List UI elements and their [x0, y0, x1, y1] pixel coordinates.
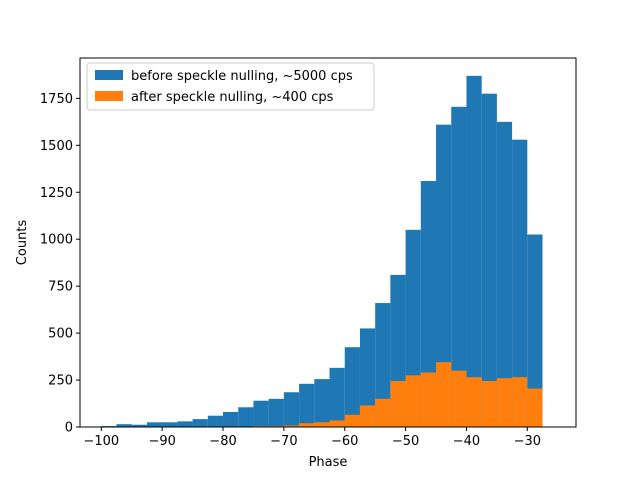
x-tick-label: −30	[514, 434, 541, 449]
x-tick-label: −80	[209, 434, 236, 449]
histogram-bar	[420, 181, 437, 427]
series-before-bars	[101, 75, 543, 428]
legend-swatch-after	[95, 91, 123, 101]
y-tick-label: 750	[48, 280, 73, 295]
legend-label-after: after speckle nulling, ~400 cps	[131, 90, 334, 105]
histogram-bar	[375, 303, 391, 427]
y-axis-label: Counts	[15, 220, 30, 266]
histogram-bar	[420, 372, 437, 427]
histogram-bar	[375, 398, 391, 427]
y-axis-ticks: 0 250 500 750 1000 1250 1500 1750	[40, 92, 80, 436]
legend-swatch-before	[95, 70, 123, 80]
x-tick-label: −50	[392, 434, 419, 449]
histogram-bar	[344, 347, 360, 427]
histogram-bar	[162, 422, 178, 427]
histogram-bar	[466, 377, 482, 427]
histogram-bar	[223, 411, 239, 427]
x-tick-label: −90	[148, 434, 175, 449]
histogram-bar	[390, 380, 406, 427]
plot-area-frame	[79, 57, 577, 428]
histogram-bar	[253, 400, 269, 427]
series-after-bars	[253, 362, 543, 427]
histogram-bar	[451, 370, 467, 427]
histogram-bar	[451, 106, 467, 427]
y-tick-label: 250	[48, 374, 73, 389]
histogram-bar	[496, 378, 513, 427]
y-tick-label: 1500	[40, 139, 73, 154]
legend-box	[86, 62, 375, 111]
x-axis-ticks: −100 −90 −80 −70 −60 −50 −40 −30	[83, 427, 541, 449]
histogram-bar	[527, 388, 543, 427]
histogram-bar	[496, 121, 513, 428]
histogram-bar	[344, 414, 360, 427]
legend: before speckle nulling, ~5000 cps after …	[86, 62, 375, 111]
histogram-bar	[116, 424, 132, 427]
x-tick-label: −60	[331, 434, 358, 449]
x-axis-label: Phase	[309, 455, 348, 470]
histogram-bar	[299, 383, 315, 427]
histogram-bar	[146, 422, 163, 427]
histogram-bar	[405, 375, 421, 427]
legend-label-before: before speckle nulling, ~5000 cps	[131, 69, 353, 84]
histogram-bar	[359, 328, 376, 427]
x-tick-label: −100	[83, 434, 119, 449]
y-tick-label: 1750	[40, 92, 73, 107]
histogram-bar	[299, 423, 315, 427]
histogram-bar	[238, 407, 254, 427]
histogram-bar	[283, 392, 300, 427]
histogram-bar	[314, 422, 330, 427]
histogram-bar	[177, 421, 193, 427]
histogram-bar	[359, 405, 376, 427]
y-tick-label: 500	[48, 327, 73, 342]
histogram-bar	[481, 380, 497, 427]
x-tick-label: −40	[453, 434, 480, 449]
histogram-bar	[436, 124, 452, 427]
histogram-bar	[207, 415, 224, 427]
histogram-bar	[481, 93, 497, 428]
y-tick-label: 1250	[40, 186, 73, 201]
y-tick-label: 0	[65, 421, 73, 436]
histogram-bar	[436, 362, 452, 427]
histogram-bar	[527, 234, 543, 427]
histogram-bar	[283, 425, 300, 427]
y-tick-label: 1000	[40, 233, 73, 248]
histogram-bar	[512, 139, 528, 428]
histogram-bar	[314, 379, 330, 427]
histogram-bar	[131, 424, 147, 427]
histogram-bar	[466, 75, 482, 427]
x-tick-label: −70	[270, 434, 297, 449]
histogram-bar	[329, 420, 345, 427]
histogram-bar	[268, 398, 284, 427]
histogram-bar	[512, 377, 528, 427]
histogram-bar	[329, 367, 345, 427]
histogram-bar	[192, 419, 208, 427]
